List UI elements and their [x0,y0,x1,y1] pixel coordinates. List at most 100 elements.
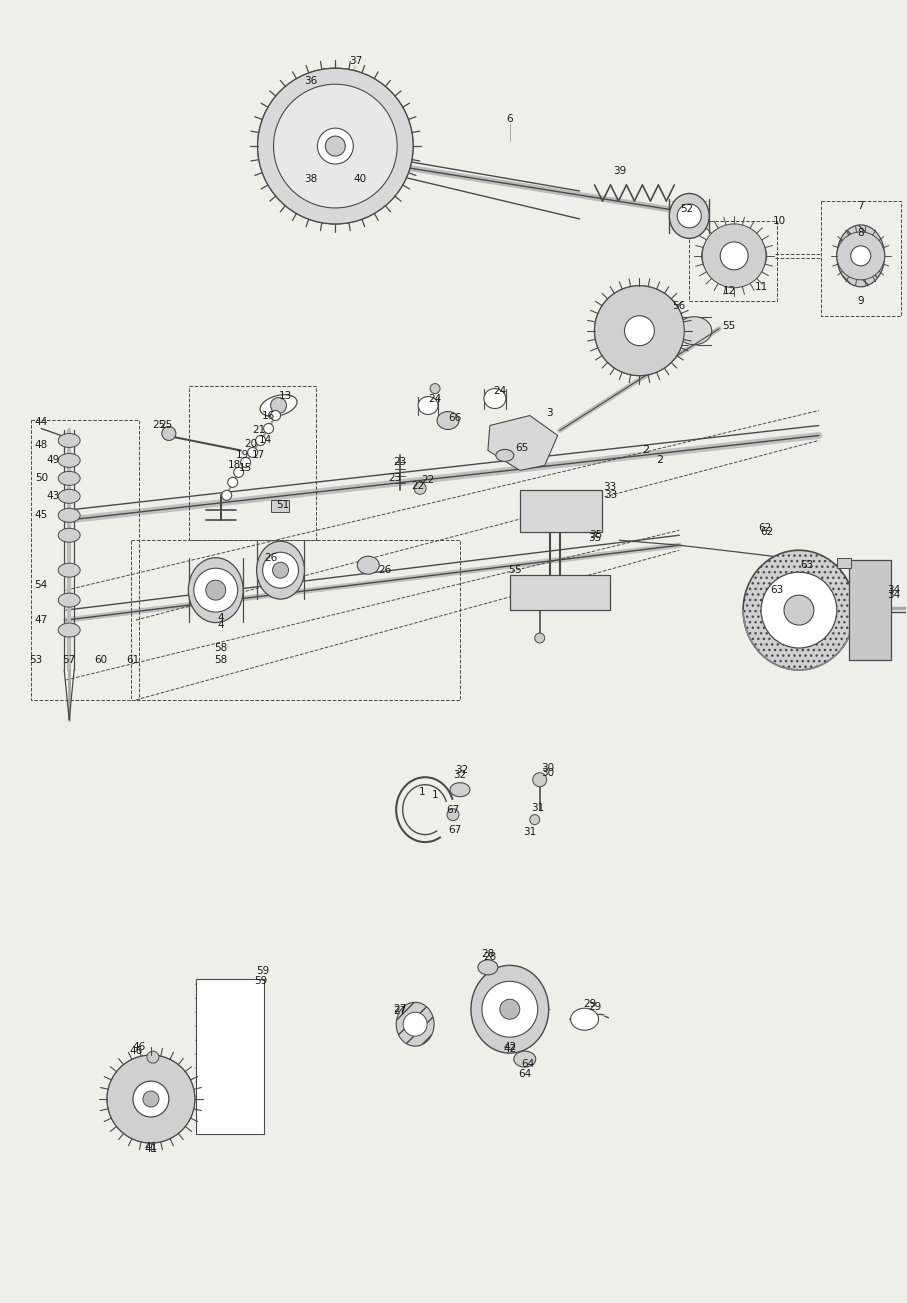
Circle shape [206,580,226,601]
Text: 29: 29 [588,1002,601,1012]
Text: 12: 12 [723,285,736,296]
Text: 66: 66 [448,413,462,423]
Text: 44: 44 [34,417,48,427]
Bar [837,558,851,568]
Text: 34: 34 [887,590,901,601]
Text: 63: 63 [770,585,784,595]
Text: 65: 65 [515,443,529,453]
Circle shape [273,562,288,579]
Text: 27: 27 [394,1005,406,1014]
Text: 9: 9 [857,296,864,306]
Ellipse shape [450,783,470,796]
Ellipse shape [258,68,413,224]
Text: 6: 6 [506,115,513,124]
Ellipse shape [484,388,506,409]
Text: 13: 13 [278,391,292,400]
Text: 7: 7 [857,201,864,211]
Text: 62: 62 [760,528,774,537]
Ellipse shape [418,396,438,414]
Ellipse shape [595,285,684,375]
Text: 42: 42 [503,1044,516,1054]
Text: 51: 51 [276,500,289,511]
Text: 32: 32 [454,770,466,779]
Text: 46: 46 [130,1046,142,1057]
Text: 57: 57 [63,655,76,665]
Bar [196,980,264,1134]
Ellipse shape [58,623,80,637]
Text: 62: 62 [758,524,772,533]
Circle shape [240,457,250,468]
Text: 8: 8 [857,228,864,238]
Ellipse shape [58,472,80,485]
Text: 64: 64 [522,1059,534,1070]
Ellipse shape [58,490,80,503]
Text: 38: 38 [304,175,317,184]
Circle shape [274,85,397,208]
Text: 35: 35 [588,533,601,543]
Ellipse shape [837,225,884,287]
Circle shape [837,232,884,280]
Text: 18: 18 [228,460,241,470]
Circle shape [248,447,258,457]
Text: 61: 61 [126,655,140,665]
Circle shape [258,68,413,224]
Text: 33: 33 [604,490,617,500]
Circle shape [625,315,654,345]
Text: 10: 10 [773,216,785,225]
Bar [849,560,891,661]
Text: 42: 42 [503,1042,516,1052]
Text: 4: 4 [218,614,224,623]
Text: 34: 34 [887,585,901,595]
Ellipse shape [260,395,297,417]
Circle shape [256,435,266,446]
Ellipse shape [513,1052,536,1067]
Circle shape [678,205,701,228]
Circle shape [263,552,298,588]
Text: 43: 43 [46,491,60,502]
Circle shape [403,1012,427,1036]
Text: 11: 11 [755,281,767,292]
Text: 30: 30 [541,767,554,778]
Text: 41: 41 [144,1141,158,1152]
Ellipse shape [58,593,80,607]
Ellipse shape [58,508,80,523]
Ellipse shape [677,317,712,345]
Text: 3: 3 [546,408,553,417]
Circle shape [447,809,459,821]
Circle shape [595,285,684,375]
Bar [520,490,601,532]
Text: 24: 24 [493,386,506,396]
Text: 60: 60 [94,655,108,665]
Circle shape [500,999,520,1019]
Text: 22: 22 [422,476,434,485]
Text: 2: 2 [642,446,649,456]
Text: 5: 5 [514,566,522,575]
Text: 28: 28 [482,950,494,959]
Circle shape [264,423,274,434]
Circle shape [414,482,426,494]
Text: 29: 29 [583,999,596,1010]
Text: 31: 31 [523,826,536,837]
Text: 2: 2 [656,456,663,465]
Text: 47: 47 [34,615,48,625]
Text: 17: 17 [252,451,265,460]
Circle shape [143,1091,159,1108]
Text: 27: 27 [394,1006,406,1016]
Text: 30: 30 [541,762,554,773]
Bar [270,500,288,512]
Circle shape [430,383,440,394]
Circle shape [161,426,176,440]
Text: 5: 5 [509,566,515,575]
Ellipse shape [669,193,709,238]
Text: 26: 26 [264,554,278,563]
Text: 59: 59 [254,976,268,986]
Text: 49: 49 [46,456,60,465]
Circle shape [221,490,231,500]
Text: 4: 4 [218,620,224,631]
Circle shape [107,1055,195,1143]
Ellipse shape [257,541,305,599]
Text: 53: 53 [30,655,43,665]
Ellipse shape [702,228,766,283]
Text: 24: 24 [428,394,442,404]
Text: 32: 32 [455,765,469,775]
